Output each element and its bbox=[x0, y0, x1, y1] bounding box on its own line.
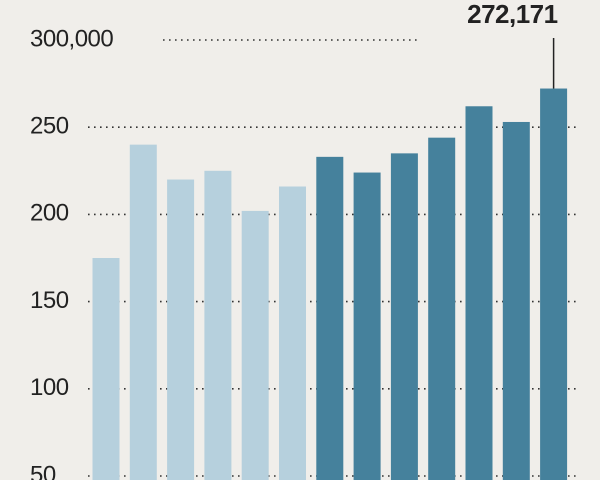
bar bbox=[167, 179, 195, 480]
y-tick-label: 50 bbox=[30, 461, 56, 480]
bar bbox=[390, 153, 418, 480]
y-tick-label: 100 bbox=[30, 374, 69, 401]
bar bbox=[241, 210, 269, 480]
bar bbox=[204, 170, 232, 480]
y-tick-label: 150 bbox=[30, 287, 69, 314]
y-tick-label: 200 bbox=[30, 200, 69, 227]
bar bbox=[540, 88, 568, 480]
bar bbox=[353, 172, 381, 480]
value-label: 272,171 bbox=[467, 0, 558, 29]
bar bbox=[502, 121, 530, 480]
y-tick-label: 300,000 bbox=[30, 25, 113, 52]
bar bbox=[428, 137, 456, 480]
bar bbox=[465, 106, 493, 480]
bar bbox=[316, 156, 344, 480]
y-tick-label: 250 bbox=[30, 113, 69, 140]
bar bbox=[129, 144, 157, 480]
bar bbox=[92, 258, 120, 480]
bar bbox=[279, 186, 306, 480]
